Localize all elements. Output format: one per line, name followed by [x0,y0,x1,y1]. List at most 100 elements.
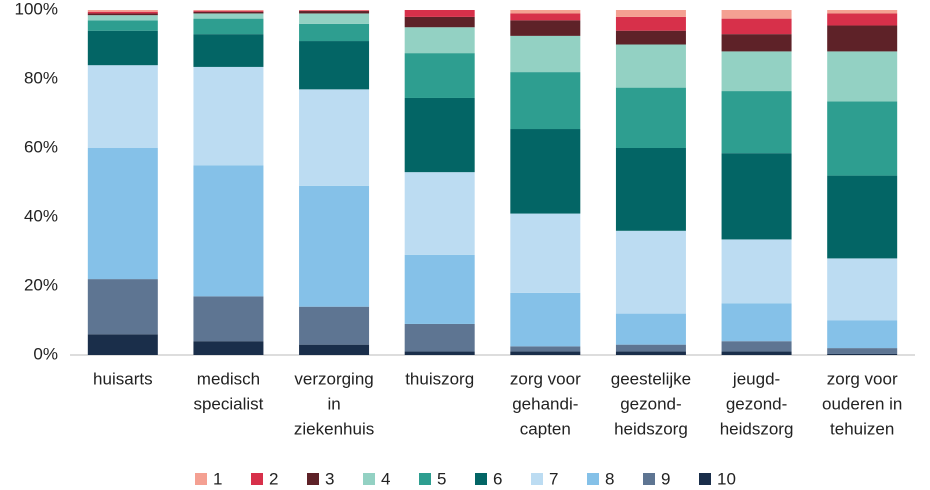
legend-swatch [251,473,263,485]
bar-segment [299,344,370,355]
bar-segment [299,13,370,24]
bar-segment [721,303,792,342]
bar-segment [404,351,475,355]
y-tick-label: 80% [24,68,58,87]
bar-segment [404,172,475,255]
x-tick-label: medisch [197,369,260,388]
legend-swatch [195,473,207,485]
bar-segment [404,27,475,54]
x-tick-label: ziekenhuis [294,419,374,438]
x-tick-label: ouderen in [822,394,902,413]
legend-label: 3 [325,469,334,488]
bar-segment [510,72,581,130]
y-tick-label: 60% [24,137,58,156]
legend-label: 1 [213,469,222,488]
bar-segment [827,353,898,355]
bar-segment [827,175,898,259]
bar-segment [615,16,686,31]
bar-segment [87,334,158,355]
bar-segment [193,10,264,11]
x-tick-label: verzorging [294,369,373,388]
bar-segment [299,41,370,90]
x-tick-label: thuiszorg [405,369,474,388]
bar-segment [721,341,792,352]
legend-swatch [363,473,375,485]
bar-segment [87,65,158,148]
bar-segment [721,91,792,154]
bar-segment [615,30,686,45]
bar-segment [299,23,370,42]
y-tick-label: 0% [33,344,58,363]
legend-label: 8 [605,469,614,488]
bar-segment [87,279,158,335]
legend-label: 5 [437,469,446,488]
legend-swatch [307,473,319,485]
bar-segment [510,346,581,352]
bar-segment [193,165,264,297]
x-tick-label: zorg voor [510,369,581,388]
bar-segment [721,18,792,35]
bar-segment [193,34,264,67]
bar-segment [87,148,158,280]
legend-swatch [699,473,711,485]
bar-segment [87,20,158,31]
bar-segment [510,292,581,347]
bar-segment [193,66,264,166]
legend-label: 6 [493,469,502,488]
legend-label: 10 [717,469,736,488]
bar-segment [721,153,792,240]
bar-segment [827,258,898,321]
bar-segment [510,129,581,214]
bar-segment [404,323,475,352]
bar-segment [299,11,370,14]
bar-segment [193,18,264,35]
bar-segment [510,35,581,73]
legend-label: 7 [549,469,558,488]
bar-segment [721,34,792,52]
x-tick-label: zorg voor [827,369,898,388]
x-tick-label: huisarts [93,369,153,388]
bar-segment [299,185,370,307]
bar-segment [510,351,581,355]
bar-segment [827,320,898,349]
x-tick-label: heidszorg [614,419,688,438]
bar-segment [721,10,792,19]
bar-segment [510,20,581,36]
bar-segment [827,51,898,102]
bar-segment [615,351,686,355]
bar-segment [827,10,898,14]
legend-label: 2 [269,469,278,488]
legend-label: 9 [661,469,670,488]
bar-segment [299,10,370,12]
bar-segment [827,348,898,354]
bar-segment [193,296,264,342]
x-tick-label: heidszorg [720,419,794,438]
bar-segment [615,87,686,148]
bar-segment [87,11,158,14]
bar-segment [193,11,264,14]
legend-swatch [531,473,543,485]
bar-segment [615,44,686,88]
x-tick-label: gehandi- [512,394,578,413]
bar-segment [87,10,158,12]
bar-segment [827,25,898,52]
bar-segment [193,341,264,355]
bar-segment [404,97,475,173]
bar-segment [193,10,264,12]
bar-segment [827,13,898,26]
legend-swatch [643,473,655,485]
bar-segment [404,10,475,17]
y-tick-label: 20% [24,275,58,294]
bar-segment [87,15,158,21]
bar-segment [510,13,581,21]
bar-segment [404,53,475,98]
x-tick-label: in [327,394,340,413]
bar-segment [721,51,792,92]
y-tick-label: 100% [15,0,58,18]
bar-segment [299,306,370,345]
y-tick-label: 40% [24,206,58,225]
bar-segment [615,344,686,352]
bar-segment [87,13,158,16]
bar-segment [510,213,581,293]
